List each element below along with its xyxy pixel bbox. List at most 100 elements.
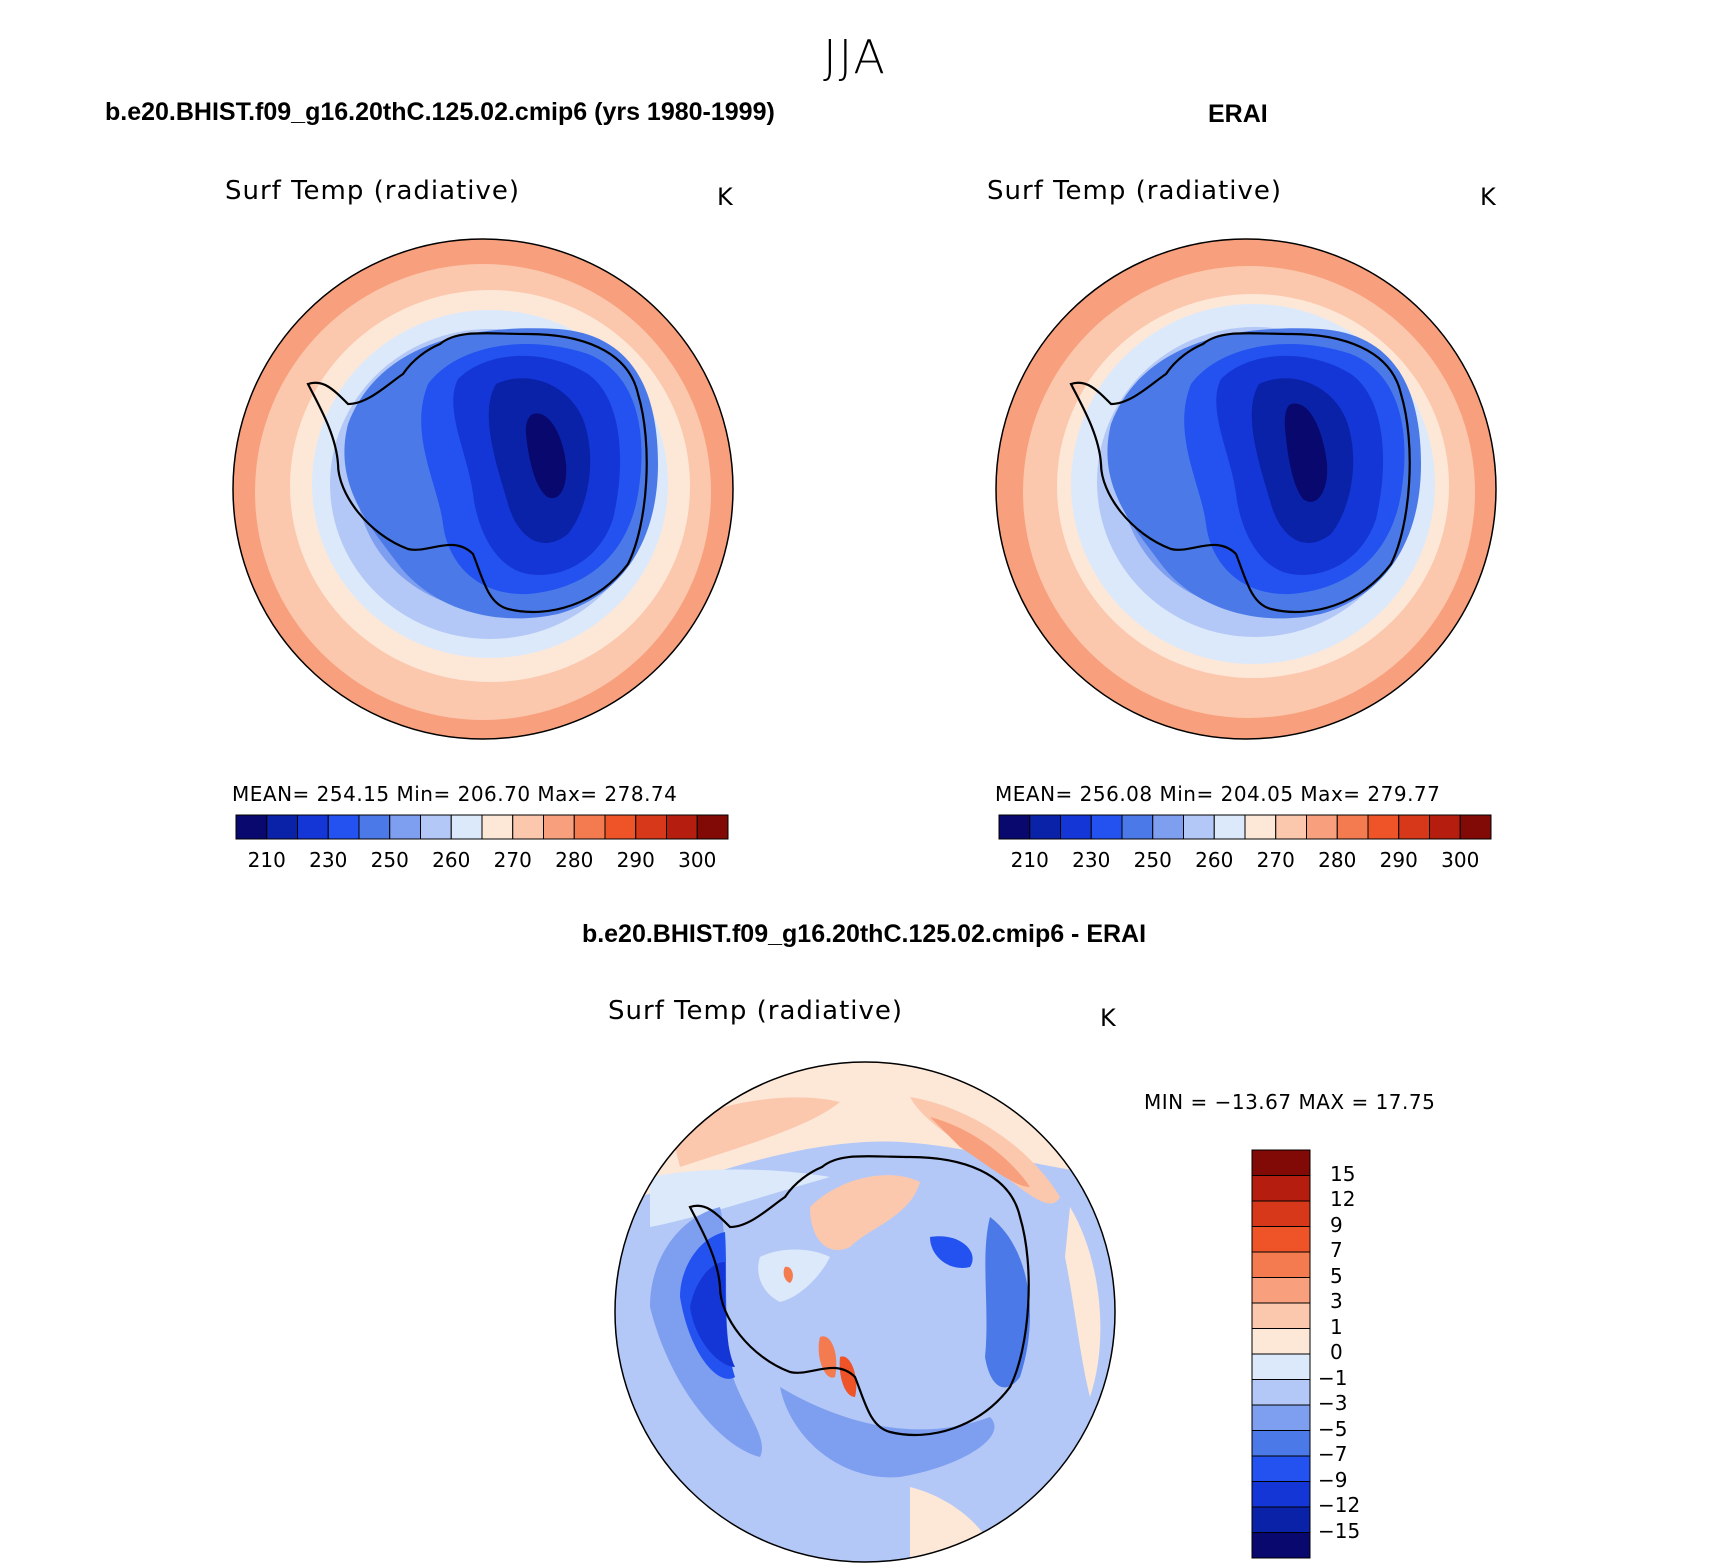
- model-polar-map: [232, 238, 734, 740]
- colorbar-tick-label: −12: [1318, 1493, 1361, 1517]
- model-colorbar: [235, 814, 729, 840]
- colorbar-swatch: [1251, 1328, 1311, 1355]
- colorbar-tick-label: 210: [1010, 848, 1049, 872]
- colorbar-tick-label: 250: [370, 848, 409, 872]
- colorbar-swatch: [1251, 1302, 1311, 1329]
- colorbar-tick-label: 260: [1195, 848, 1234, 872]
- colorbar-tick-label: 280: [555, 848, 594, 872]
- obs-stats: MEAN= 256.08 Min= 204.05 Max= 279.77: [995, 782, 1441, 806]
- model-stats: MEAN= 254.15 Min= 206.70 Max= 278.74: [232, 782, 678, 806]
- diff-case-title: b.e20.BHIST.f09_g16.20thC.125.02.cmip6 -…: [581, 920, 1147, 948]
- colorbar-swatch: [1251, 1226, 1311, 1253]
- colorbar-swatch: [573, 814, 606, 840]
- colorbar-tick-label: −5: [1318, 1416, 1348, 1441]
- colorbar-tick-label: 210: [247, 848, 286, 872]
- model-variable-title: Surf Temp (radiative): [225, 176, 521, 206]
- colorbar-swatch: [1251, 1404, 1311, 1431]
- colorbar-tick-label: 9: [1330, 1212, 1343, 1237]
- colorbar-tick-label: 230: [309, 848, 348, 872]
- colorbar-swatch: [1275, 814, 1307, 840]
- colorbar-tick-label: 290: [616, 848, 655, 872]
- colorbar-swatch: [1306, 814, 1338, 840]
- colorbar-swatch: [450, 814, 483, 840]
- colorbar-swatch: [604, 814, 637, 840]
- colorbar-swatch: [1251, 1379, 1311, 1406]
- colorbar-swatch: [1029, 814, 1061, 840]
- colorbar-tick-label: 280: [1318, 848, 1357, 872]
- colorbar-swatch: [1459, 814, 1492, 840]
- colorbar-tick-label: −9: [1318, 1467, 1348, 1492]
- diff-polar-map: [614, 1061, 1116, 1563]
- colorbar-swatch: [1251, 1455, 1311, 1482]
- colorbar-tick-label: 3: [1330, 1289, 1343, 1313]
- colorbar-tick-label: 290: [1379, 848, 1418, 872]
- colorbar-swatch: [1121, 814, 1154, 840]
- colorbar-tick-label: 12: [1330, 1187, 1356, 1211]
- colorbar-swatch: [266, 814, 298, 840]
- colorbar-tick-label: 0: [1330, 1340, 1343, 1364]
- obs-polar-map: [995, 238, 1497, 740]
- colorbar-swatch: [1251, 1200, 1311, 1227]
- colorbar-tick-label: 270: [493, 848, 532, 872]
- colorbar-swatch: [635, 814, 667, 840]
- obs-variable-title: Surf Temp (radiative): [987, 176, 1283, 206]
- colorbar-tick-label: 5: [1330, 1263, 1343, 1288]
- diff-units: K: [1100, 1004, 1116, 1032]
- colorbar-tick-label: 300: [1441, 848, 1480, 872]
- colorbar-swatch: [666, 814, 698, 840]
- model-units: K: [717, 183, 733, 211]
- obs-case-title: ERAI: [1208, 100, 1268, 128]
- colorbar-swatch: [1213, 814, 1246, 840]
- colorbar-swatch: [696, 814, 729, 840]
- colorbar-tick-label: 230: [1072, 848, 1111, 872]
- colorbar-swatch: [1367, 814, 1400, 840]
- colorbar-swatch: [1251, 1506, 1311, 1533]
- colorbar-tick-label: −3: [1318, 1391, 1348, 1415]
- diff-stats: MIN = −13.67 MAX = 17.75: [1144, 1090, 1436, 1114]
- diff-variable-title: Surf Temp (radiative): [608, 996, 904, 1026]
- colorbar-swatch: [389, 814, 421, 840]
- diff-colorbar-labels: 15 12 9 7 5 3 1 0 −1 −3 −5 −7 −9 −12 −15: [1318, 1150, 1398, 1558]
- colorbar-swatch: [235, 814, 268, 840]
- colorbar-swatch: [1090, 814, 1123, 840]
- colorbar-swatch: [1251, 1430, 1311, 1457]
- colorbar-swatch: [1398, 814, 1430, 840]
- diff-colorbar: [1251, 1149, 1311, 1559]
- colorbar-tick-label: −15: [1318, 1518, 1361, 1543]
- season-title: JJA: [823, 30, 887, 84]
- model-case-title: b.e20.BHIST.f09_g16.20thC.125.02.cmip6 (…: [105, 98, 775, 126]
- colorbar-swatch: [998, 814, 1031, 840]
- obs-colorbar-labels: 210 230 250 260 270 280 290 300: [999, 848, 1491, 874]
- colorbar-swatch: [1251, 1532, 1311, 1559]
- colorbar-swatch: [1251, 1251, 1311, 1278]
- colorbar-tick-label: 1: [1330, 1314, 1343, 1339]
- obs-colorbar: [998, 814, 1492, 840]
- colorbar-swatch: [420, 814, 452, 840]
- colorbar-swatch: [1251, 1149, 1311, 1176]
- colorbar-swatch: [512, 814, 544, 840]
- colorbar-swatch: [1183, 814, 1215, 840]
- colorbar-swatch: [1152, 814, 1184, 840]
- colorbar-swatch: [327, 814, 360, 840]
- colorbar-swatch: [1336, 814, 1369, 840]
- colorbar-swatch: [297, 814, 329, 840]
- colorbar-swatch: [481, 814, 514, 840]
- colorbar-swatch: [1251, 1353, 1311, 1380]
- colorbar-swatch: [1244, 814, 1277, 840]
- colorbar-tick-label: 250: [1133, 848, 1172, 872]
- colorbar-tick-label: 7: [1330, 1238, 1343, 1262]
- colorbar-tick-label: 300: [678, 848, 717, 872]
- colorbar-swatch: [1429, 814, 1461, 840]
- colorbar-swatch: [543, 814, 575, 840]
- colorbar-swatch: [1251, 1481, 1311, 1508]
- colorbar-tick-label: 270: [1256, 848, 1295, 872]
- colorbar-swatch: [358, 814, 391, 840]
- colorbar-tick-label: −7: [1318, 1442, 1348, 1466]
- colorbar-swatch: [1251, 1277, 1311, 1304]
- colorbar-swatch: [1060, 814, 1092, 840]
- colorbar-tick-label: −1: [1318, 1365, 1348, 1390]
- colorbar-tick-label: 15: [1330, 1161, 1356, 1186]
- model-colorbar-labels: 210 230 250 260 270 280 290 300: [236, 848, 728, 874]
- obs-units: K: [1480, 183, 1496, 211]
- colorbar-tick-label: 260: [432, 848, 471, 872]
